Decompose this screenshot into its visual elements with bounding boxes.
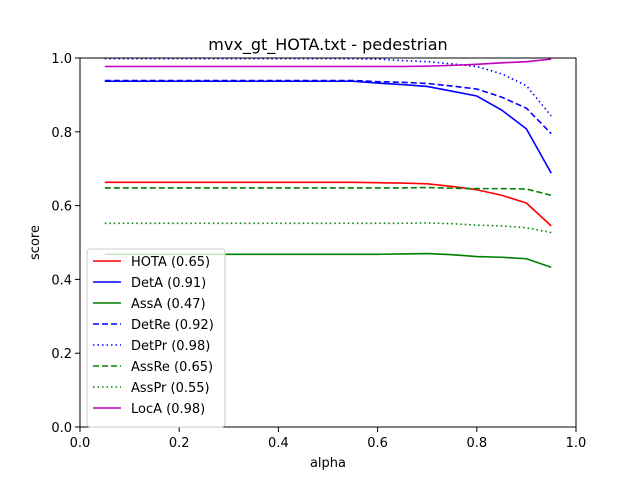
legend-label: AssA (0.47) bbox=[131, 297, 206, 312]
y-tick-label: 0.8 bbox=[51, 126, 72, 141]
y-tick-label: 0.2 bbox=[51, 347, 72, 362]
y-tick-label: 1.0 bbox=[51, 52, 72, 67]
x-axis-title: alpha bbox=[310, 456, 346, 471]
series-line-detre bbox=[104, 79, 552, 135]
legend-label: DetPr (0.98) bbox=[131, 339, 210, 354]
x-tick-label: 0.2 bbox=[169, 436, 190, 451]
y-axis: 0.0 0.2 0.4 0.6 0.8 1.0 bbox=[51, 52, 80, 436]
series-line-loca bbox=[104, 58, 552, 68]
x-tick-label: 0.6 bbox=[367, 436, 388, 451]
plot-frame bbox=[79, 57, 577, 428]
legend-label: AssRe (0.65) bbox=[131, 360, 213, 375]
legend-label: DetRe (0.92) bbox=[131, 318, 214, 333]
series-line-deta bbox=[104, 80, 552, 174]
chart-title: mvx_gt_HOTA.txt - pedestrian bbox=[208, 35, 447, 55]
series-line-asspr bbox=[104, 222, 552, 234]
legend-label: AssPr (0.55) bbox=[131, 381, 210, 396]
legend-box bbox=[86, 248, 226, 428]
legend: HOTA (0.65) DetA (0.91) AssA (0.47) DetRe (… bbox=[86, 248, 226, 428]
x-tick-label: 0.4 bbox=[268, 436, 289, 451]
y-tick-label: 0.6 bbox=[51, 200, 72, 215]
x-tick-label: 1.0 bbox=[566, 436, 587, 451]
x-axis: 0.0 0.2 0.4 0.6 0.8 1.0 bbox=[70, 427, 587, 451]
legend-label: DetA (0.91) bbox=[131, 276, 206, 291]
legend-label: LocA (0.98) bbox=[131, 402, 205, 417]
plot-area bbox=[104, 58, 552, 268]
y-tick-label: 0.0 bbox=[51, 421, 72, 436]
x-tick-label: 0.0 bbox=[70, 436, 91, 451]
series-line-assre bbox=[104, 186, 552, 197]
legend-label: HOTA (0.65) bbox=[131, 255, 210, 270]
y-axis-title: score bbox=[28, 225, 43, 260]
x-tick-label: 0.8 bbox=[466, 436, 487, 451]
series-line-hota bbox=[104, 181, 552, 227]
y-tick-label: 0.4 bbox=[51, 273, 72, 288]
series-line-detpr bbox=[104, 58, 552, 117]
